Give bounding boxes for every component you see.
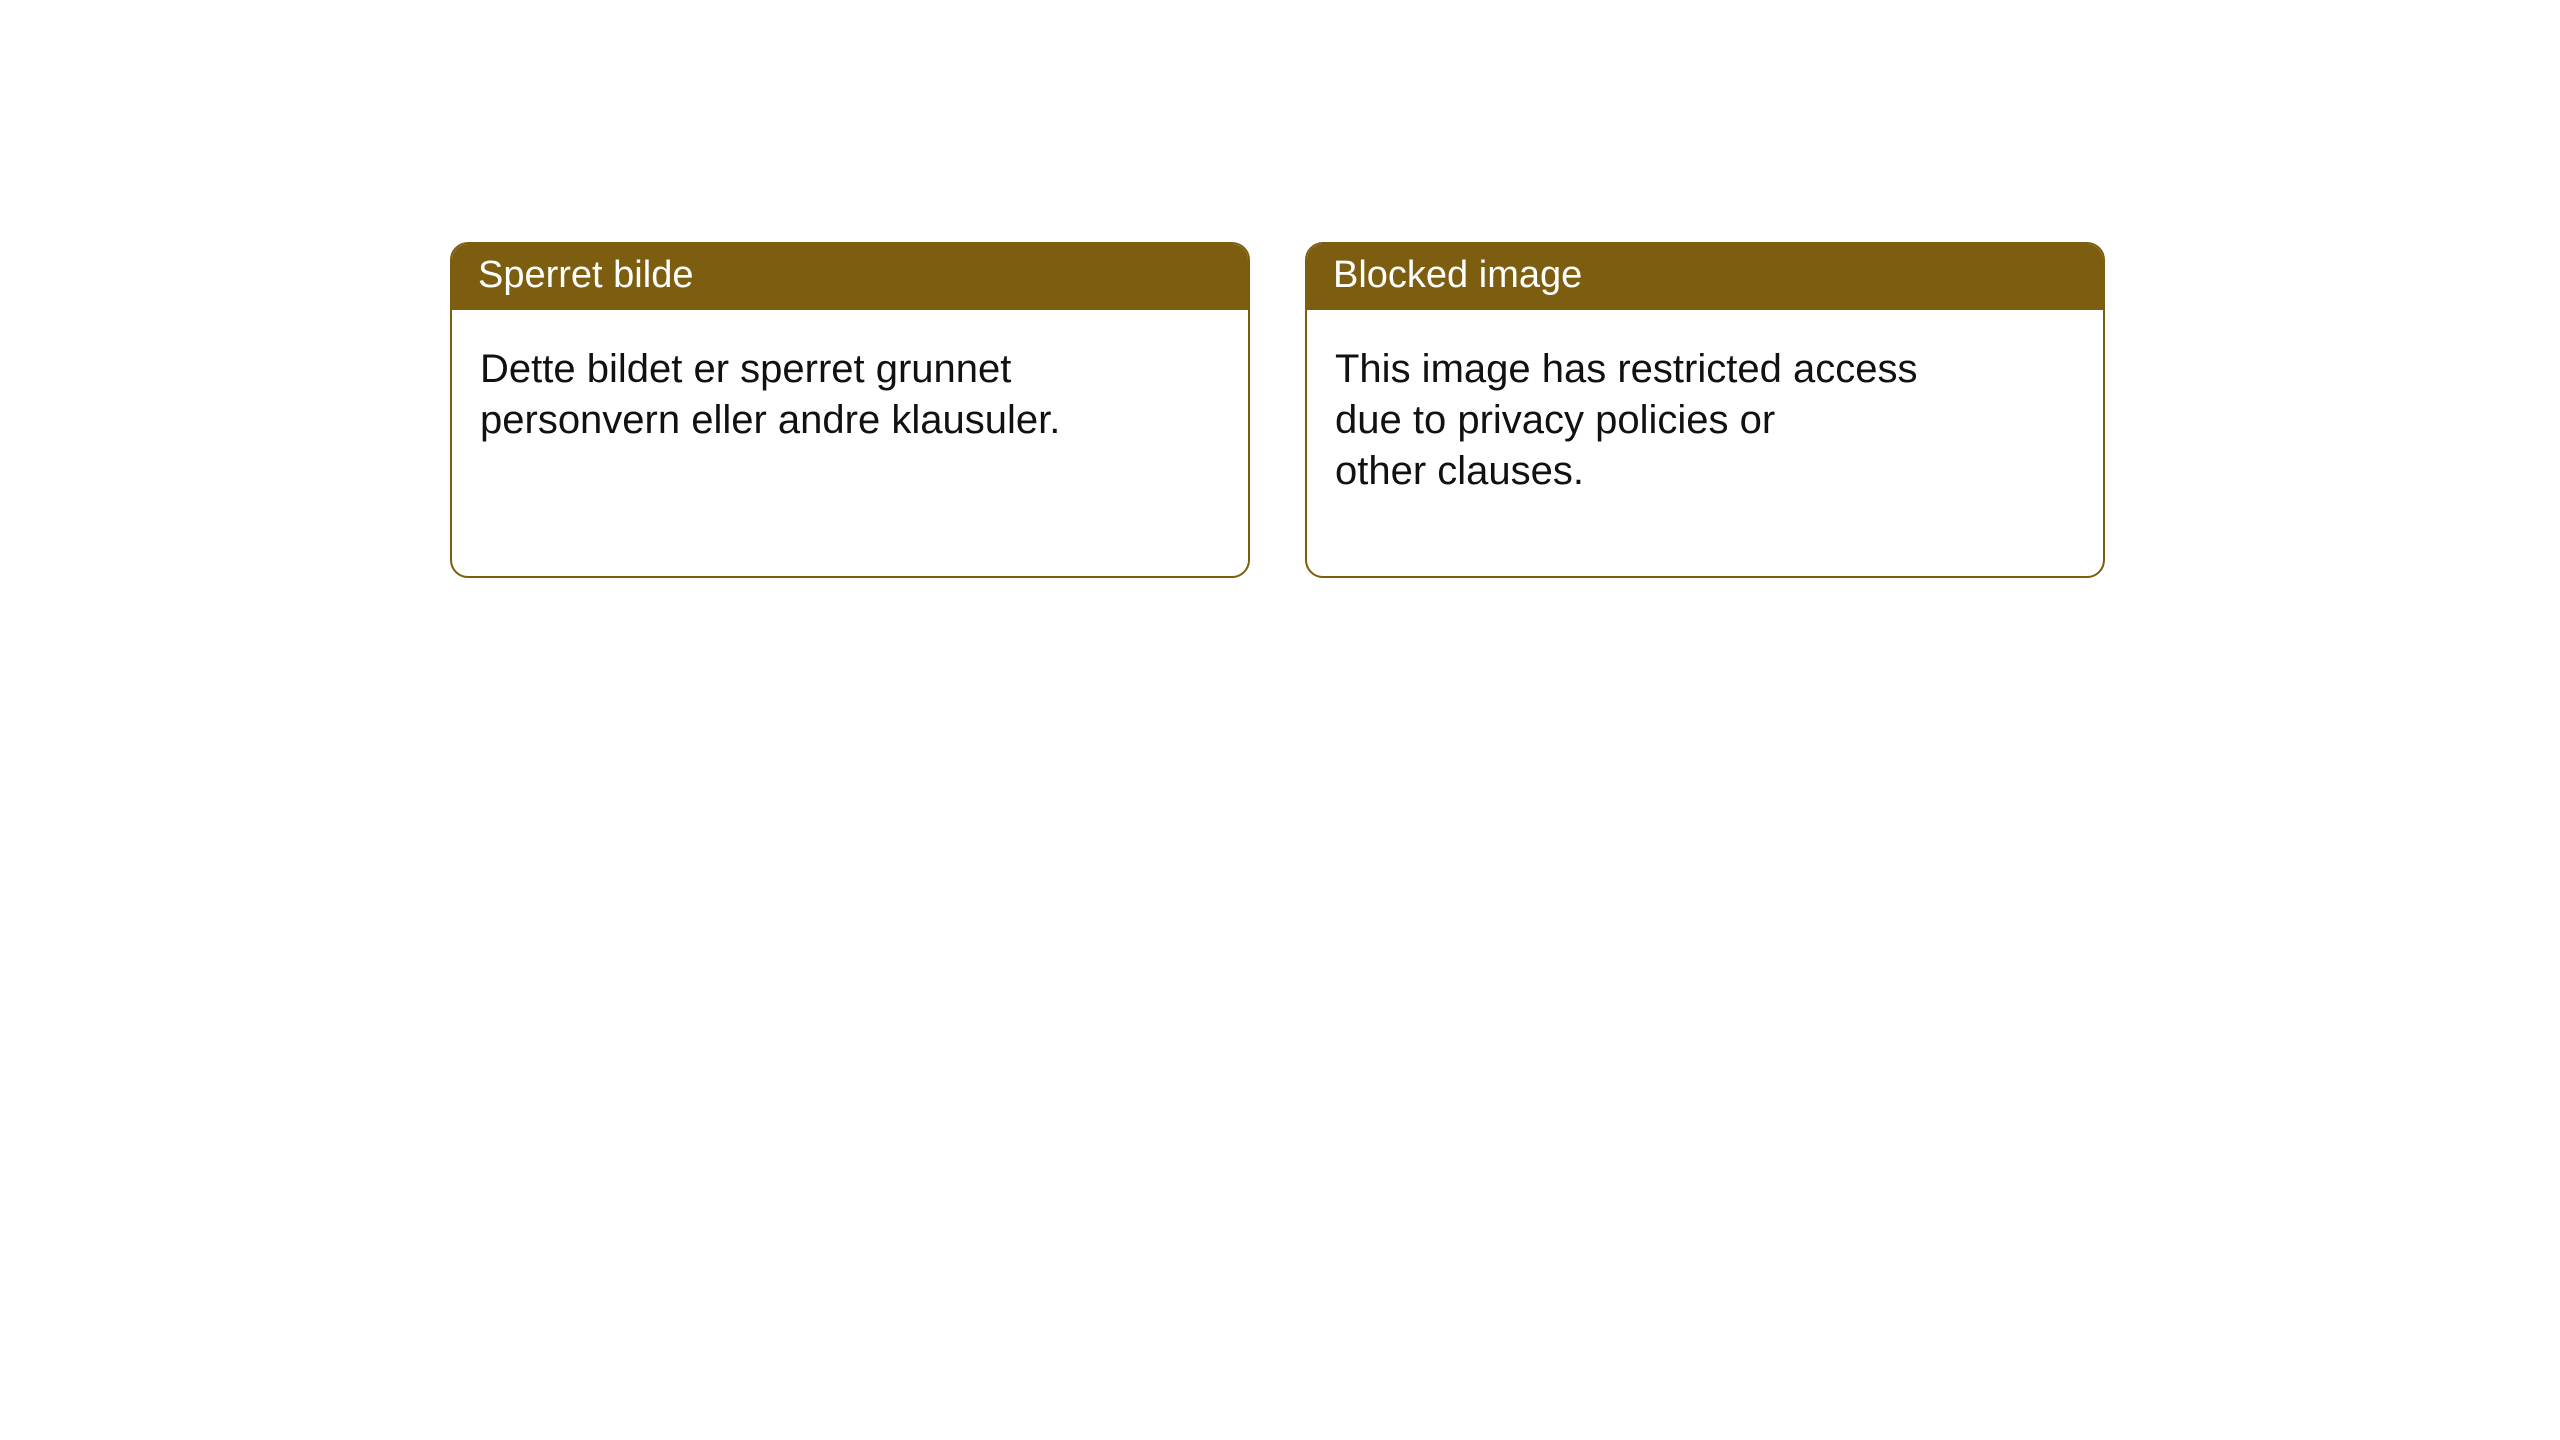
card-title-no: Sperret bilde [452, 244, 1248, 310]
cards-container: Sperret bilde Dette bildet er sperret gr… [0, 0, 2560, 578]
card-title-en: Blocked image [1307, 244, 2103, 310]
card-body-en: This image has restricted access due to … [1307, 310, 2103, 532]
blocked-image-card-no: Sperret bilde Dette bildet er sperret gr… [450, 242, 1250, 578]
card-body-no: Dette bildet er sperret grunnet personve… [452, 310, 1248, 480]
blocked-image-card-en: Blocked image This image has restricted … [1305, 242, 2105, 578]
